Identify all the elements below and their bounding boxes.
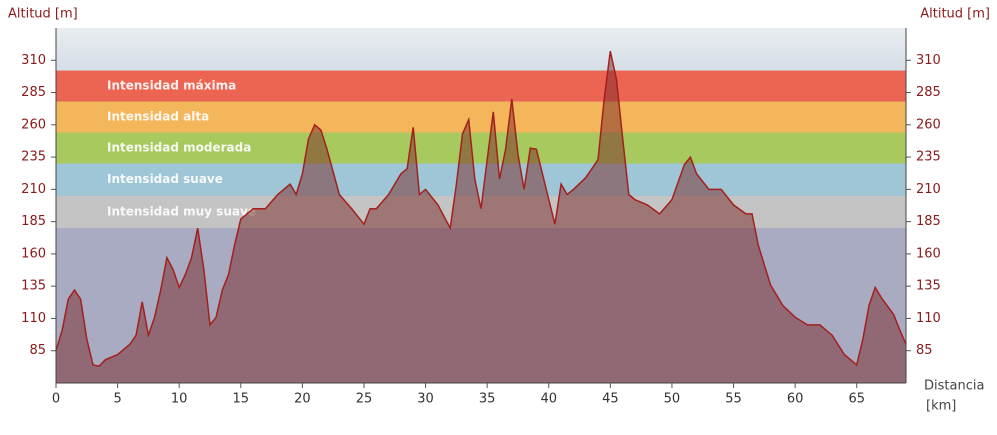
x-tick-label: 50 [664,392,681,407]
intensity-zone [56,101,906,133]
x-tick-label: 0 [52,392,60,407]
y2-tick-label: 285 [916,85,941,100]
x-axis-label: Distancia [924,379,984,394]
zone-label: Intensidad muy suave [107,204,256,218]
y-tick-label: 235 [21,150,46,165]
x-tick-label: 5 [113,392,121,407]
plot-top-background [56,28,906,71]
y-tick-label: 260 [21,117,46,132]
y-tick-label: 185 [21,214,46,229]
y2-tick-label: 210 [916,182,941,197]
intensity-zone [56,132,906,164]
y2-tick-label: 160 [916,246,941,261]
y-tick-label: 110 [21,311,46,326]
x-tick-label: 10 [171,392,188,407]
y-tick-label: 85 [29,343,46,358]
x-tick-label: 65 [848,392,865,407]
x-tick-label: 20 [294,392,311,407]
profile-area [56,51,906,383]
zone-label: Intensidad máxima [107,79,236,93]
y-axis-label: Altitud [m] [8,7,78,22]
x-tick-label: 60 [787,392,804,407]
x-tick-label: 40 [540,392,557,407]
zone-label: Intensidad alta [107,110,209,124]
y2-tick-label: 185 [916,214,941,229]
x-tick-label: 15 [233,392,250,407]
x-axis-unit: [km] [926,399,956,414]
y2-tick-label: 310 [916,53,941,68]
x-tick-label: 45 [602,392,619,407]
intensity-zone [56,163,906,196]
y2-axis-label: Altitud [m] [920,7,990,22]
y-tick-label: 210 [21,182,46,197]
zone-label: Intensidad moderada [107,141,251,155]
y2-tick-label: 85 [916,343,933,358]
y-tick-label: 285 [21,85,46,100]
y2-tick-label: 110 [916,311,941,326]
x-tick-label: 55 [725,392,742,407]
zone-label: Intensidad suave [107,172,223,186]
y-tick-label: 135 [21,279,46,294]
x-tick-label: 25 [356,392,373,407]
y-tick-label: 160 [21,246,46,261]
intensity-zone [56,70,906,102]
x-tick-label: 30 [417,392,434,407]
x-tick-label: 35 [479,392,496,407]
y2-tick-label: 235 [916,150,941,165]
profile-line [55,51,907,368]
y2-tick-label: 135 [916,279,941,294]
y-tick-label: 310 [21,53,46,68]
y2-tick-label: 260 [916,117,941,132]
